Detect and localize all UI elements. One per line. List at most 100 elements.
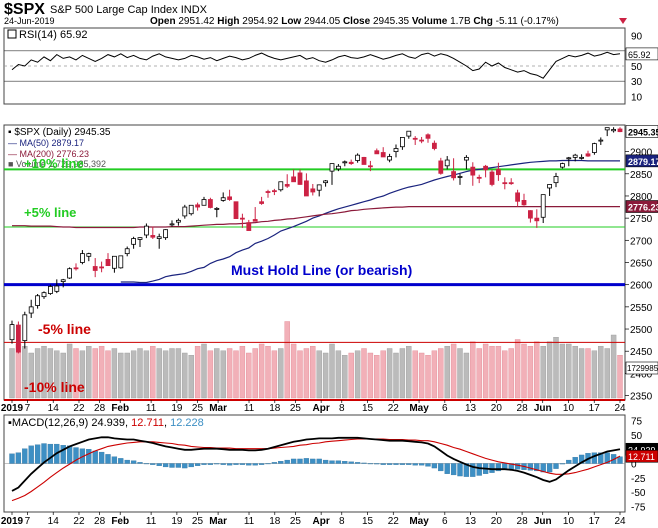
x-tick-label: 28 (517, 516, 529, 527)
volume-legend: ■ Volume 1,729,985,392 (8, 159, 106, 169)
macd-tick-label: 50 (631, 431, 643, 442)
volume-bar (540, 346, 546, 399)
volume-bar (527, 346, 534, 399)
macd-histogram-bar (566, 459, 572, 464)
x-tick-label: 6 (442, 516, 448, 527)
macd-histogram-bar (201, 463, 207, 465)
macd-histogram-bar (34, 444, 41, 464)
macd-histogram-bar (495, 463, 502, 472)
candle-body (80, 253, 85, 263)
x-tick-label: 28 (94, 403, 106, 414)
candle-body (137, 237, 143, 240)
macd-histogram-bar (22, 448, 28, 464)
x-tick-label: 22 (388, 516, 400, 527)
volume-bar (194, 346, 201, 399)
candle-body (342, 161, 348, 164)
macd-signal-line (11, 438, 621, 502)
candle-body (169, 223, 175, 226)
candle-body (508, 182, 514, 185)
macd-histogram-bar (546, 463, 553, 473)
candle-body (374, 150, 380, 155)
candle-body (560, 163, 565, 168)
x-tick-label: Apr (313, 403, 330, 414)
macd-histogram-bar (188, 463, 194, 468)
candle-body (233, 201, 239, 219)
macd-histogram-bar (342, 461, 348, 464)
volume-bar (489, 346, 495, 399)
macd-histogram-bar (527, 463, 534, 471)
macd-histogram-bar (105, 454, 111, 464)
macd-histogram-bar (47, 443, 54, 464)
candle-body (35, 295, 40, 306)
volume-bar (322, 352, 329, 399)
macd-histogram-bar (572, 457, 578, 464)
volume-bar (348, 352, 354, 399)
candle-body (355, 154, 361, 161)
macd-histogram-bar (246, 463, 252, 466)
candle-body (329, 163, 335, 172)
price-tick-label: 2850 (630, 170, 653, 181)
macd-histogram-bar (92, 450, 98, 464)
x-tick-label: Feb (111, 403, 129, 414)
candle-body (431, 142, 437, 149)
macd-histogram-bar (386, 463, 393, 465)
macd-histogram-bar (604, 452, 610, 464)
signal-value-tag-label: 12.711 (628, 452, 655, 462)
volume-bar (214, 348, 220, 399)
x-tick-label: 11 (244, 516, 255, 527)
x-tick-label: 10 (563, 403, 575, 414)
volume-bar (111, 348, 118, 399)
macd-histogram-bar (438, 463, 444, 472)
volume-bar (476, 348, 482, 399)
macd-histogram-bar (239, 463, 246, 465)
macd-histogram-bar (591, 452, 598, 464)
price-tick-label: 2400 (630, 369, 653, 380)
volume-bar (226, 348, 233, 399)
candle-body (470, 166, 476, 176)
candle-body (131, 238, 137, 245)
candle-body (380, 152, 386, 158)
x-tick-label: Jun (534, 516, 552, 527)
macd-tick-label: -25 (631, 474, 646, 485)
ma50-tag (625, 154, 658, 168)
volume-bar (79, 350, 86, 399)
x-tick-label: 13 (465, 403, 477, 414)
x-tick-label: May (409, 516, 429, 527)
volume-tag-label: 1729985392 (627, 364, 658, 373)
volume-bar (310, 346, 316, 399)
candle-body (335, 165, 341, 170)
candle-body (227, 196, 233, 200)
macd-histogram-bar (380, 463, 386, 465)
candle-body (399, 137, 405, 148)
rsi-value-tag (625, 47, 658, 61)
x-tick-label: 14 (48, 403, 60, 414)
volume-bar (54, 350, 60, 399)
rsi-label: RSI(14) 65.92 (19, 29, 87, 41)
macd-histogram-bar (15, 452, 22, 464)
volume-bar (610, 334, 617, 399)
x-tick-label: 11 (146, 403, 157, 414)
five-pct-label: +5% line (24, 205, 76, 220)
rsi-line (11, 51, 621, 79)
index-name: S&P 500 Large Cap Index INDX (50, 4, 208, 16)
candle-body (534, 217, 540, 222)
candle-body (92, 266, 98, 271)
ma200-line (12, 206, 620, 229)
rsi-tick-label: 10 (631, 92, 643, 103)
volume-bar (143, 350, 150, 399)
volume-bar (86, 346, 92, 399)
volume-bar (105, 350, 111, 399)
candle-body (265, 191, 271, 193)
volume-bar (438, 348, 444, 399)
macd-histogram-bar (150, 463, 156, 465)
candle-body (303, 180, 309, 197)
volume-bar (598, 346, 604, 399)
ten-pct-label: +10% line (24, 156, 84, 171)
change-down-arrow-icon (619, 18, 627, 24)
candle-body (246, 222, 252, 231)
macd-tick-label: 75 (631, 417, 643, 428)
volume-bar (329, 343, 335, 399)
ma50-legend: — MA(50) 2879.17 (8, 138, 84, 148)
macd-histogram-bar (226, 463, 233, 466)
x-tick-label: 8 (339, 516, 345, 527)
